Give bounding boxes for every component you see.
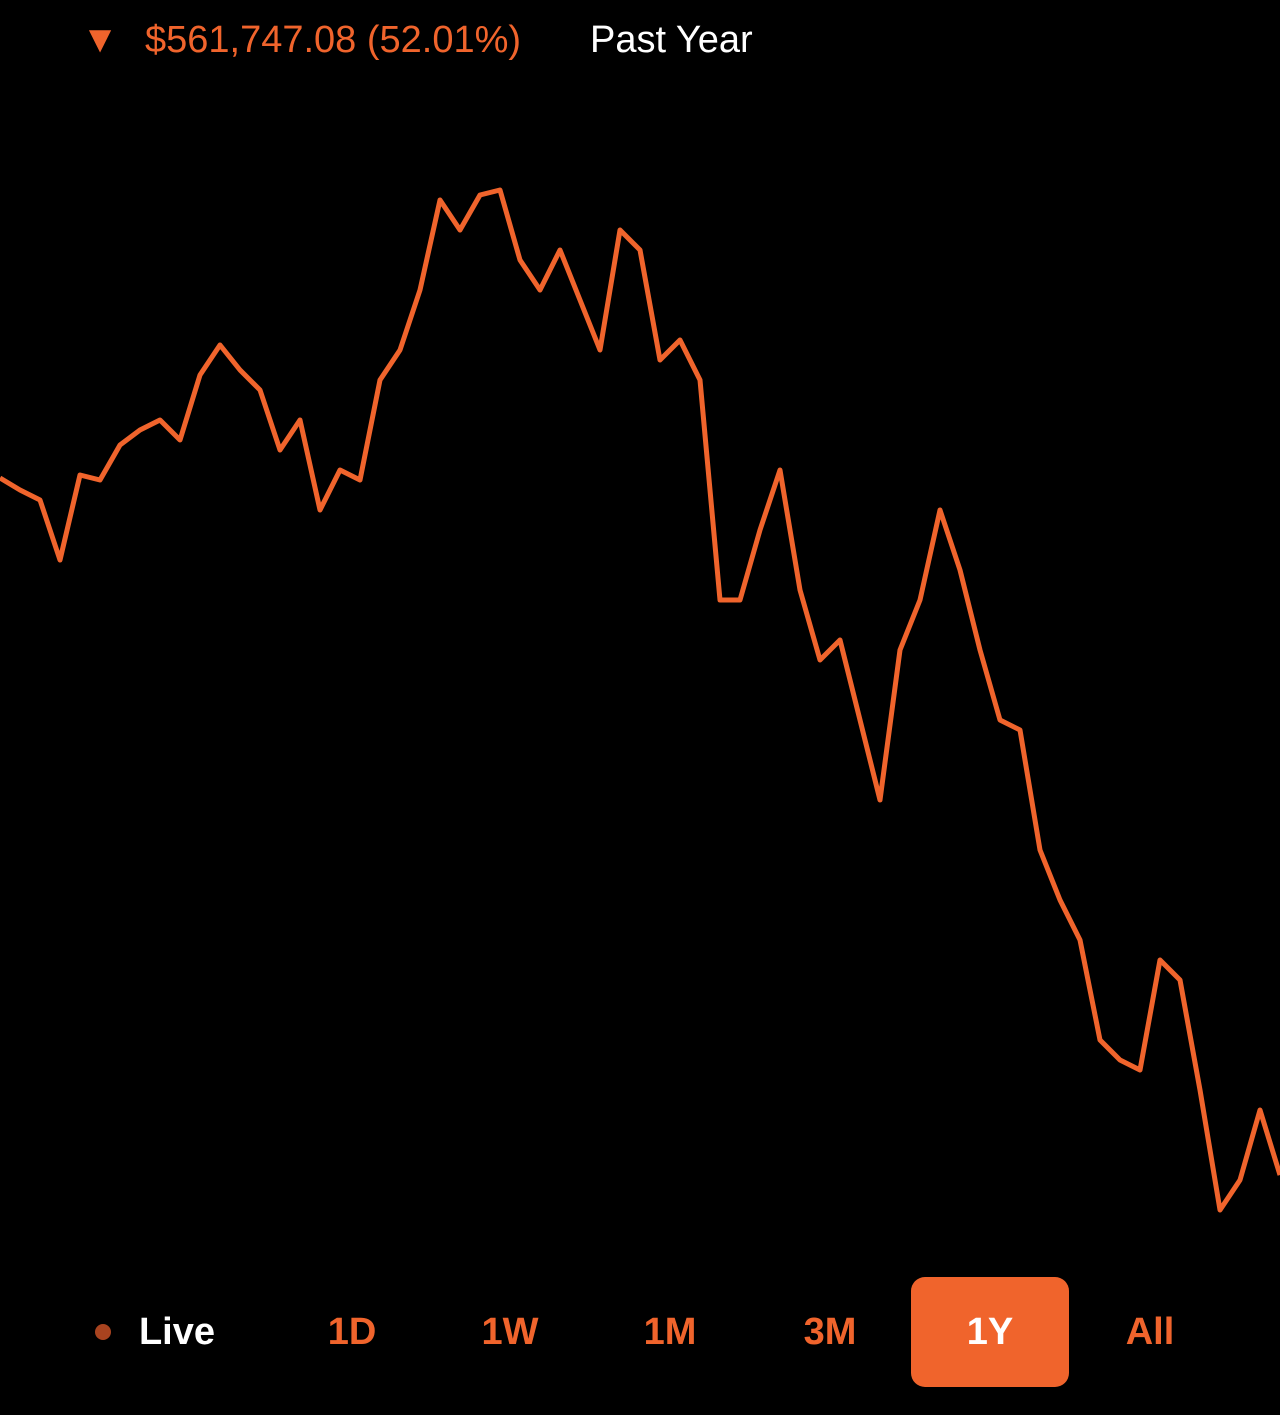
range-button[interactable]: 1M bbox=[644, 1311, 697, 1353]
range-bar: Live 1D 1W 1M 3M 1Y All bbox=[95, 1277, 1174, 1387]
period-label: Past Year bbox=[590, 19, 753, 61]
change-amount: $561,747.08 (52.01%) bbox=[145, 19, 521, 61]
live-button[interactable]: Live bbox=[139, 1311, 215, 1353]
selected-range-bg bbox=[911, 1277, 1069, 1387]
range-button[interactable]: 1Y bbox=[967, 1311, 1013, 1353]
down-arrow: ▼ bbox=[81, 19, 119, 61]
plot bbox=[0, 187, 1280, 1213]
range-button[interactable]: 1W bbox=[482, 1311, 539, 1353]
range-button[interactable]: All bbox=[1126, 1311, 1175, 1353]
price-line bbox=[0, 187, 1280, 1213]
live-dot bbox=[95, 1324, 111, 1340]
range-button[interactable]: 1D bbox=[328, 1311, 377, 1353]
range-button[interactable]: 3M bbox=[804, 1311, 857, 1353]
